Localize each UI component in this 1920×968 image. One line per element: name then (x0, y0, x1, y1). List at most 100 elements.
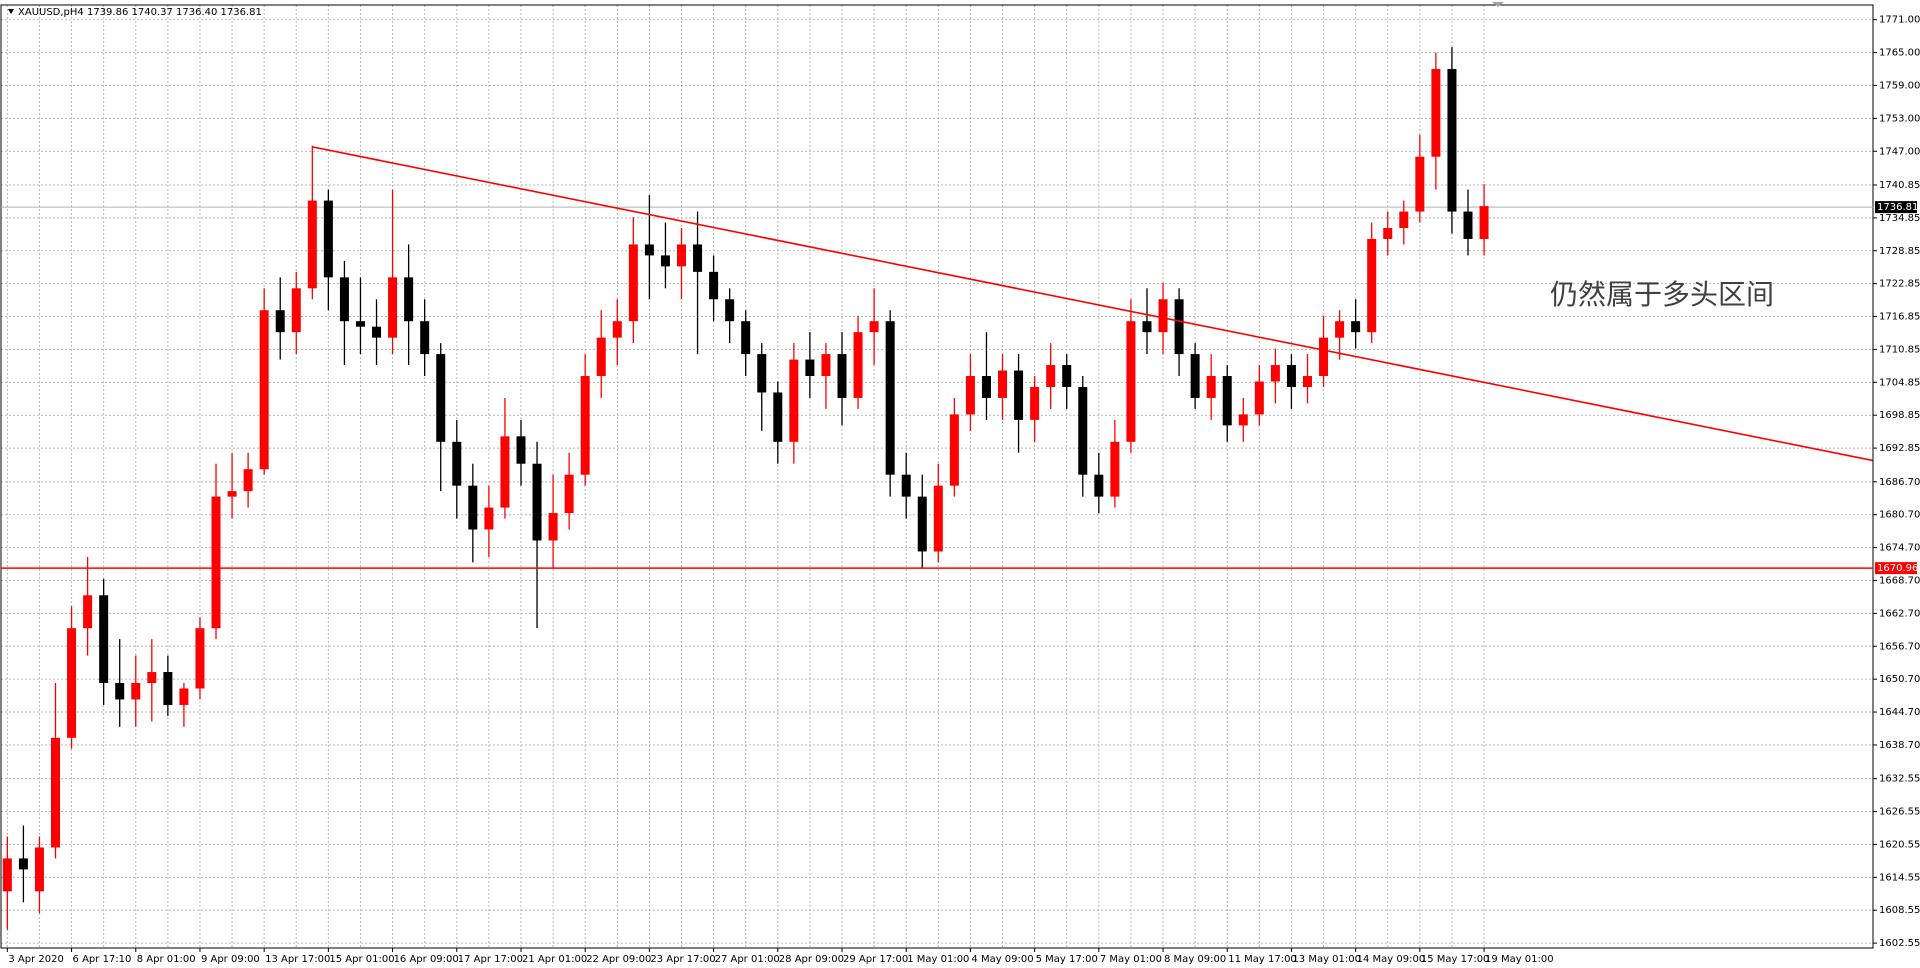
candle-body (821, 354, 831, 377)
candle-body (372, 326, 382, 338)
y-tick-label: 1734.85 (1879, 213, 1920, 224)
candle-body (1319, 337, 1329, 377)
y-tick-label: 1644.70 (1879, 707, 1920, 718)
x-tick-label: 7 May 01:00 (1100, 954, 1162, 965)
candle-body (1078, 386, 1088, 475)
candle-body (1351, 321, 1361, 333)
x-tick-label: 6 Apr 17:10 (73, 954, 132, 965)
trendline (312, 146, 1873, 462)
y-tick-label: 1602.55 (1879, 938, 1920, 949)
price-label-box (1875, 201, 1917, 214)
x-tick-label: 4 May 09:00 (971, 954, 1033, 965)
candle-body (628, 244, 638, 322)
candle-body (99, 595, 109, 684)
candle-body (1431, 69, 1441, 157)
x-tick-label: 9 Apr 09:00 (201, 954, 260, 965)
candle-body (660, 255, 670, 267)
x-tick-label: 3 Apr 2020 (8, 954, 63, 965)
candle-body (885, 321, 895, 475)
candle-body (725, 299, 735, 322)
candle-body (773, 392, 783, 442)
y-tick-label: 1753.00 (1879, 113, 1920, 124)
candle-body (404, 277, 414, 322)
candle-body (1110, 441, 1120, 497)
candle-body (612, 321, 622, 338)
candle-body (115, 683, 125, 700)
candle-body (548, 513, 558, 541)
candle-body (917, 496, 927, 552)
candle-body (436, 354, 446, 442)
menu-arrow (8, 9, 14, 14)
candle-body (18, 858, 28, 870)
plot-frame (0, 4, 1874, 949)
candle-body (981, 376, 991, 398)
candle-body (1030, 386, 1040, 420)
candle-body (596, 337, 606, 377)
y-tick-label: 1662.70 (1879, 608, 1920, 619)
y-tick-label: 1710.85 (1879, 344, 1920, 355)
candle-body (211, 496, 221, 629)
candle-body (644, 244, 654, 256)
candle-body (452, 441, 462, 486)
y-tick-label: 1747.00 (1879, 146, 1920, 157)
x-tick-label: 28 Apr 09:00 (779, 954, 844, 965)
candle-body (532, 463, 542, 541)
y-tick-label: 1765.00 (1879, 48, 1920, 59)
x-tick-label: 13 Apr 17:00 (265, 954, 330, 965)
candle-body (1415, 156, 1425, 212)
candle-body (355, 321, 365, 327)
candle-body (291, 288, 301, 333)
x-tick-label: 15 Apr 01:00 (329, 954, 394, 965)
y-tick-label: 1740.85 (1879, 180, 1920, 191)
candle-body (998, 370, 1008, 398)
candle-body (789, 359, 799, 442)
candle-body (1126, 321, 1136, 442)
x-tick-label: 5 May 17:00 (1036, 954, 1098, 965)
candle-body (676, 244, 686, 267)
shift-marker (1492, 2, 1504, 7)
y-tick-label: 1614.55 (1879, 872, 1920, 883)
x-tick-label: 29 Apr 17:00 (843, 954, 908, 965)
support-label-box (1875, 562, 1917, 575)
price-label: 1736.81 (1877, 202, 1918, 213)
candle-body (259, 310, 269, 470)
candle-body (1383, 228, 1393, 239)
candle-body (1447, 69, 1457, 212)
y-tick-label: 1759.00 (1879, 80, 1920, 91)
y-tick-label: 1608.55 (1879, 905, 1920, 916)
candle-body (147, 672, 157, 684)
x-tick-label: 11 May 17:00 (1228, 954, 1297, 965)
candle-body (1142, 321, 1152, 333)
x-tick-label: 16 Apr 09:00 (394, 954, 459, 965)
candle-body (1206, 376, 1216, 398)
candle-body (243, 469, 253, 492)
candle-body (869, 321, 879, 333)
x-tick-label: 8 Apr 01:00 (137, 954, 196, 965)
candle-body (339, 277, 349, 322)
annotation: 仍然属于多头区间 (1550, 278, 1774, 311)
candle-body (837, 354, 847, 398)
candle-body (709, 271, 719, 300)
candle-body (34, 847, 44, 892)
y-tick-label: 1771.00 (1879, 15, 1920, 26)
candle-body (1158, 299, 1168, 333)
candle-body (1174, 299, 1184, 355)
candle-body (227, 491, 237, 497)
candle-body (965, 376, 975, 415)
y-tick-label: 1692.85 (1879, 443, 1920, 454)
x-tick-label: 23 Apr 17:00 (650, 954, 715, 965)
candle-body (1302, 376, 1312, 387)
y-tick-label: 1704.85 (1879, 377, 1920, 388)
candle-body (933, 485, 943, 552)
candle-body (179, 688, 189, 705)
candle-body (484, 507, 494, 530)
candle-body (853, 332, 863, 398)
candle-body (307, 200, 317, 289)
x-tick-label: 1 May 01:00 (907, 954, 969, 965)
y-tick-label: 1620.55 (1879, 839, 1920, 850)
candle-body (500, 436, 510, 508)
candle-body (51, 737, 61, 848)
x-tick-label: 8 May 09:00 (1164, 954, 1226, 965)
candle-body (1238, 414, 1248, 426)
